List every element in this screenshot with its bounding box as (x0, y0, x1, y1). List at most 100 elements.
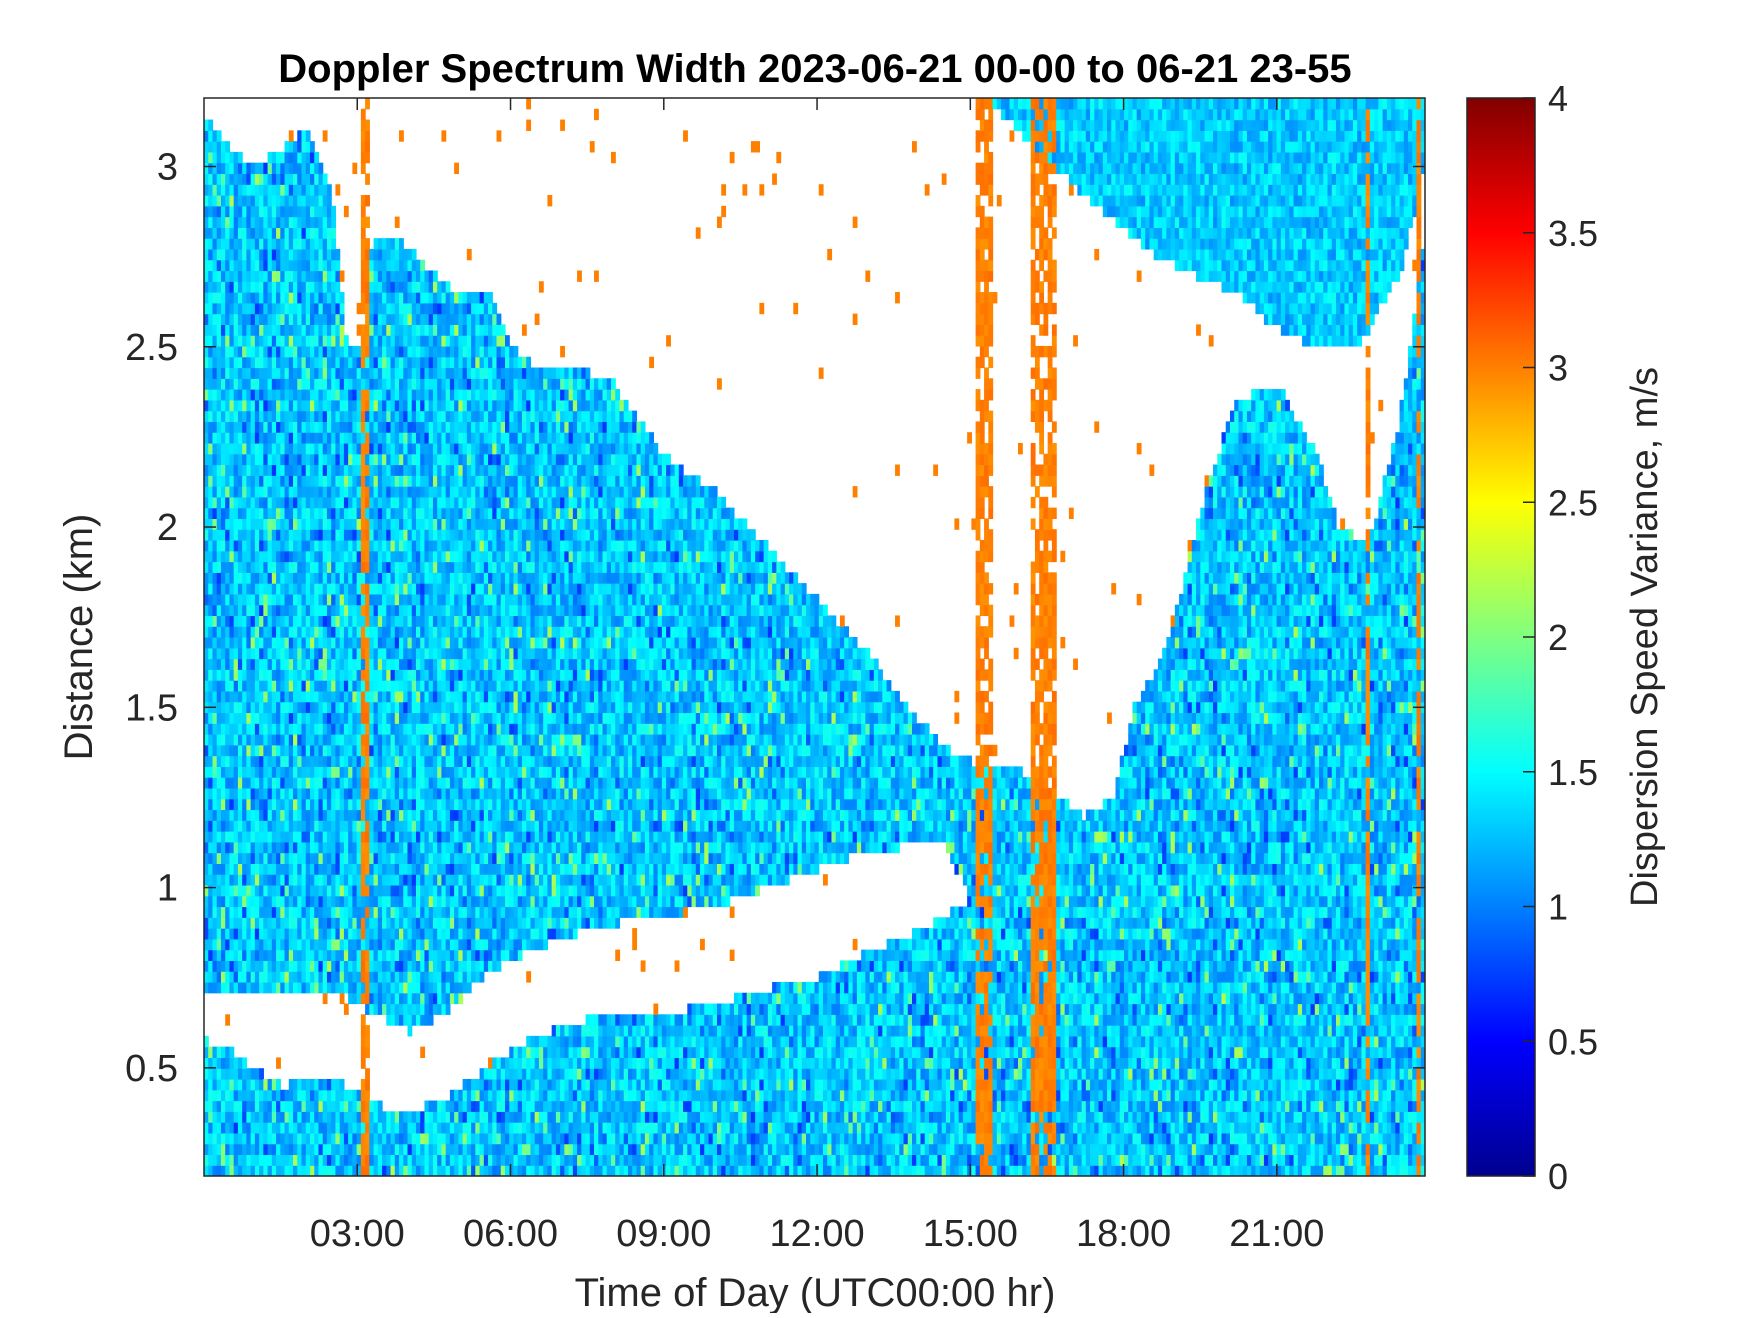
heatmap-cell (305, 874, 311, 886)
heatmap-cell (399, 992, 404, 1005)
heatmap-cell (314, 518, 320, 530)
heatmap-cell (411, 399, 417, 412)
heatmap-cell (428, 486, 434, 498)
heatmap-cell (437, 356, 443, 369)
heatmap-cell (348, 626, 353, 638)
heatmap-cell (242, 1154, 247, 1166)
heatmap-cell (365, 863, 370, 875)
heatmap-cell (280, 1111, 286, 1123)
heatmap-cell (242, 1089, 247, 1102)
heatmap-cell (263, 895, 269, 908)
heatmap-cell (305, 637, 311, 649)
heatmap-cell (220, 1100, 226, 1112)
heatmap-cell (386, 647, 392, 660)
heatmap-cell (254, 561, 260, 573)
heatmap-cell (445, 324, 451, 336)
heatmap-cell (318, 248, 324, 261)
heatmap-cell (220, 1089, 226, 1102)
heatmap-cell (390, 270, 396, 282)
heatmap-cell (382, 960, 387, 972)
heatmap-cell (411, 1154, 417, 1166)
heatmap-cell (288, 475, 294, 487)
heatmap-cell (212, 335, 218, 347)
heatmap-cell (220, 507, 226, 520)
heatmap-cell (237, 971, 243, 983)
heatmap-cell (428, 475, 434, 487)
heatmap-cell (284, 712, 290, 724)
heatmap-cell (331, 281, 337, 293)
heatmap-cell (293, 626, 298, 638)
heatmap-cell (356, 432, 362, 444)
heatmap-cell (250, 539, 256, 552)
heatmap-cell (208, 895, 214, 908)
heatmap-cell (331, 529, 337, 541)
heatmap-cell (373, 1111, 379, 1123)
heatmap-cell (322, 259, 328, 272)
heatmap-cell (382, 281, 387, 293)
heatmap-cell (225, 1132, 231, 1145)
heatmap-cell (420, 604, 426, 617)
heatmap-cell (301, 335, 307, 347)
heatmap-cell (212, 712, 218, 724)
heatmap-cell (407, 539, 413, 552)
heatmap-cell (360, 195, 366, 207)
heatmap-cell (229, 313, 235, 325)
heatmap-cell (254, 292, 260, 304)
heatmap-cell (318, 777, 324, 789)
heatmap-cell (386, 561, 392, 573)
heatmap-cell (216, 917, 222, 929)
heatmap-cell (237, 378, 243, 390)
heatmap-cell (314, 1143, 320, 1156)
heatmap-cell (225, 1014, 231, 1026)
heatmap-cell (267, 928, 273, 940)
heatmap-cell (267, 712, 273, 724)
heatmap-cell (233, 248, 239, 261)
heatmap-cell (293, 496, 298, 509)
heatmap-cell (399, 356, 404, 369)
heatmap-cell (343, 766, 349, 778)
heatmap-cell (208, 626, 214, 638)
heatmap-cell (220, 410, 226, 422)
heatmap-cell (246, 949, 252, 961)
heatmap-cell (233, 863, 239, 875)
heatmap-cell (399, 981, 404, 994)
heatmap-cell (399, 690, 404, 703)
heatmap-cell (365, 173, 370, 185)
heatmap-cell (390, 248, 396, 261)
heatmap-cell (263, 572, 269, 584)
heatmap-cell (297, 626, 303, 638)
heatmap-cell (293, 755, 298, 767)
heatmap-cell (263, 971, 269, 983)
heatmap-cell (352, 820, 358, 832)
heatmap-cell (386, 938, 392, 951)
heatmap-cell (407, 583, 413, 595)
heatmap-cell (216, 270, 222, 282)
heatmap-cell (339, 658, 345, 670)
heatmap-cell (441, 960, 447, 972)
heatmap-cell (267, 1122, 273, 1134)
heatmap-cell (343, 884, 349, 897)
heatmap-cell (314, 259, 320, 272)
heatmap-cell (432, 690, 438, 703)
heatmap-cell (237, 399, 243, 412)
heatmap-cell (246, 1132, 252, 1145)
heatmap-cell (288, 863, 294, 875)
heatmap-cell (394, 518, 400, 530)
heatmap-cell (326, 335, 332, 347)
heatmap-cell (280, 604, 286, 617)
heatmap-cell (454, 615, 459, 627)
heatmap-cell (390, 798, 396, 811)
heatmap-cell (407, 367, 413, 379)
heatmap-cell (420, 744, 426, 757)
heatmap-cell (322, 486, 328, 498)
heatmap-cell (314, 690, 320, 703)
heatmap-cell (263, 475, 269, 487)
heatmap-cell (386, 529, 392, 541)
heatmap-cell (305, 820, 311, 832)
heatmap-cell (237, 583, 243, 595)
heatmap-cell (386, 928, 392, 940)
heatmap-cell (220, 162, 226, 175)
heatmap-cell (305, 712, 311, 724)
heatmap-cell (415, 399, 421, 412)
heatmap-cell (250, 496, 256, 509)
